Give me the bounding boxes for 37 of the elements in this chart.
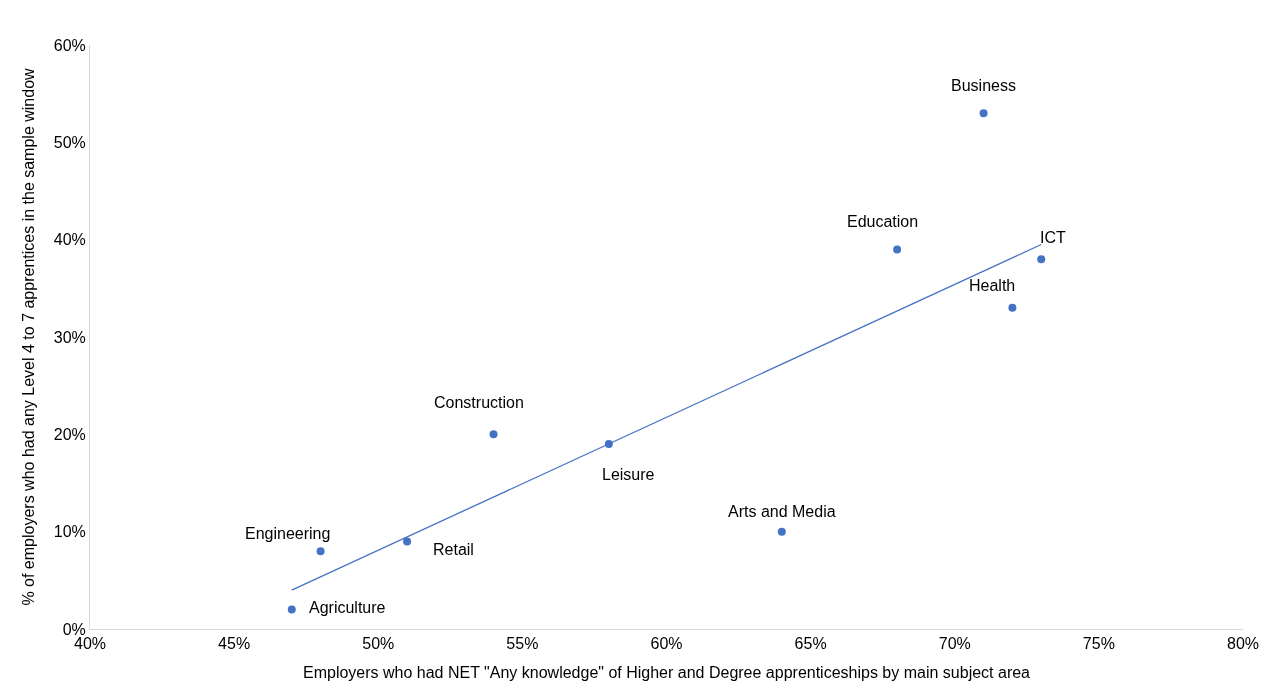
annotation: Engineering <box>245 525 331 542</box>
annotation: Education <box>847 213 919 230</box>
annotation: ICT <box>1040 229 1066 246</box>
y-tick-label: 20% <box>53 425 86 443</box>
x-tick-label: 40% <box>73 635 107 653</box>
y-tick-label: 10% <box>53 523 86 541</box>
point <box>1008 303 1017 312</box>
point <box>777 527 786 536</box>
y-tick-label: 0% <box>62 620 86 638</box>
y-tick-label: 30% <box>53 328 86 346</box>
point <box>316 547 325 556</box>
x-tick-label: 60% <box>650 635 683 653</box>
annotation: Health <box>969 277 1016 294</box>
point <box>403 537 412 546</box>
x-tick-label: 45% <box>218 635 251 653</box>
x-axis-title: Employers who had NET "Any knowledge" of Higher and Degree apprenticeships by main subject area <box>302 663 1031 681</box>
x-tick-label: 80% <box>1226 635 1260 653</box>
x-tick-label: 55% <box>506 635 539 653</box>
point <box>1037 255 1046 264</box>
y-tick-label: 40% <box>53 231 86 249</box>
y-tick-label: 50% <box>53 133 86 151</box>
annotation: Agriculture <box>309 599 386 616</box>
x-tick-label: 65% <box>794 635 827 653</box>
point <box>893 245 902 254</box>
x-tick-label: 70% <box>938 635 971 653</box>
annotation: Business <box>951 77 1016 94</box>
x-tick-label: 50% <box>362 635 395 653</box>
y-tick-label: 60% <box>53 36 86 54</box>
point <box>287 605 296 614</box>
point <box>489 430 498 439</box>
x-tick-label: 75% <box>1082 635 1115 653</box>
y-axis-title: % of employers who had any Level 4 to 7 apprentices in the sample window <box>19 67 37 606</box>
annotation: Construction <box>434 394 524 411</box>
point <box>979 109 988 118</box>
annotation: Arts and Media <box>728 503 836 520</box>
annotation: Leisure <box>602 466 655 483</box>
annotation: Retail <box>433 541 474 558</box>
